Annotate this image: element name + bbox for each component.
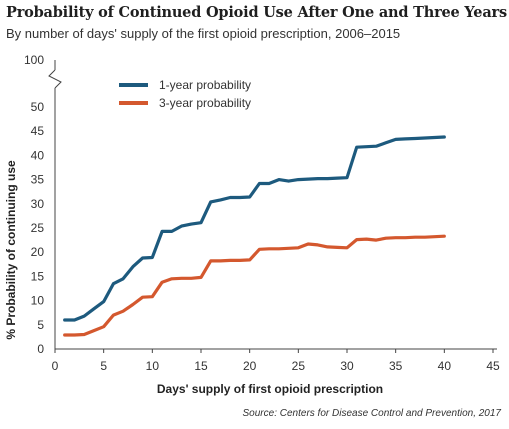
chart-subtitle: By number of days' supply of the first o…	[6, 26, 401, 41]
y-tick-label: 45	[31, 124, 45, 138]
y-tick-label: 15	[31, 269, 45, 283]
legend-label: 3-year probability	[159, 96, 251, 110]
y-tick-label-break: 100	[24, 53, 44, 67]
y-tick-labels: 0 5 10 15 20 25 30 35 40 45 50 100	[24, 53, 44, 356]
y-tick-label: 50	[31, 100, 45, 114]
series-line-3-year	[63, 234, 446, 337]
y-tick-label: 5	[37, 318, 44, 332]
x-tick-label: 45	[486, 359, 500, 373]
y-tick-label: 20	[31, 245, 45, 259]
y-tick-label: 25	[31, 221, 45, 235]
y-axis-break	[48, 69, 62, 89]
x-tick-label: 40	[438, 359, 452, 373]
x-tick-label: 5	[100, 359, 107, 373]
y-tick-label: 30	[31, 197, 45, 211]
chart-title: Probability of Continued Opioid Use Afte…	[6, 4, 507, 21]
x-tick-label: 25	[292, 359, 306, 373]
series-line-1-year	[63, 135, 446, 322]
x-tick-label: 0	[52, 359, 59, 373]
axes	[48, 60, 497, 350]
x-tick-labels: 0 5 10 15 20 25 30 35 40 45	[52, 349, 500, 373]
x-tick-label: 10	[146, 359, 160, 373]
source-note: Source: Centers for Disease Control and …	[242, 408, 501, 419]
x-axis-title: Days' supply of first opioid prescriptio…	[157, 382, 383, 396]
y-tick-label: 40	[31, 148, 45, 162]
x-tick-label: 15	[194, 359, 208, 373]
series-lines	[63, 135, 446, 337]
x-tick-label: 20	[243, 359, 257, 373]
x-tick-label: 35	[389, 359, 403, 373]
y-tick-label: 10	[31, 294, 45, 308]
x-tick-label: 30	[340, 359, 354, 373]
legend: 1-year probability 3-year probability	[119, 78, 251, 110]
y-tick-label: 35	[31, 173, 45, 187]
y-axis-title: % Probability of continuing use	[4, 160, 18, 340]
legend-label: 1-year probability	[159, 78, 251, 92]
y-tick-label: 0	[37, 342, 44, 356]
